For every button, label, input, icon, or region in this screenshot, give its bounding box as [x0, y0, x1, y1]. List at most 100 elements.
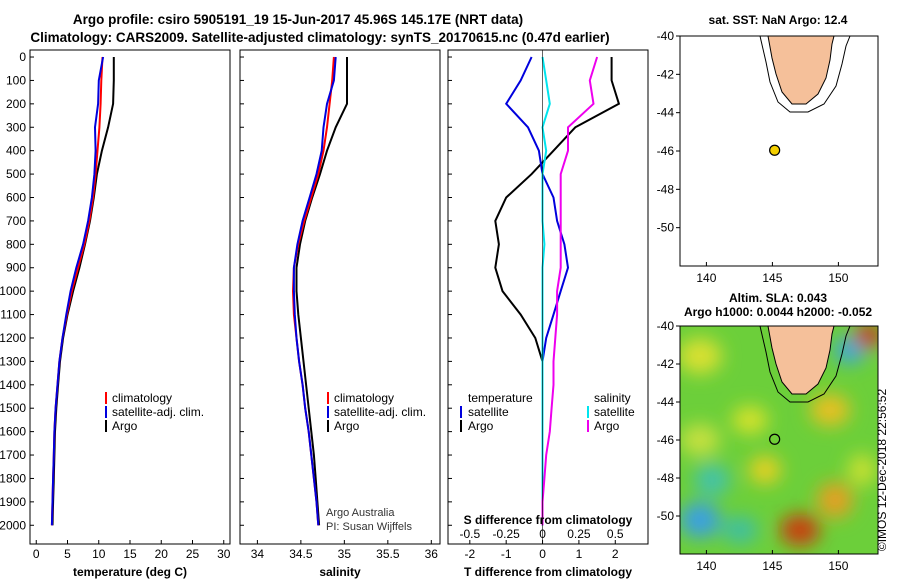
x2tick-label: 0.25 — [567, 527, 591, 541]
temperature-plot: 0 5 10 15 20 25 30 — [30, 56, 231, 561]
t-difference-xlabel: T difference from climatology — [464, 565, 632, 579]
series-line-salinity-argo — [541, 56, 599, 526]
xtick-label: 36 — [425, 547, 439, 561]
map-xtick-label: 140 — [696, 559, 716, 573]
xtick-label: 5 — [64, 547, 71, 561]
credit-line2: PI: Susan Wijffels — [326, 521, 412, 533]
xtick-label: 10 — [92, 547, 106, 561]
shelf-contour — [759, 35, 851, 113]
map-sla-title1: Altim. SLA: 0.043 — [729, 291, 827, 305]
temperature-xlabel: temperature (deg C) — [73, 565, 187, 579]
depth-tick-label: 1600 — [0, 425, 26, 439]
legend-satellite: satellite-adj. clim. — [334, 405, 426, 419]
xtick-label: 15 — [123, 547, 137, 561]
figure-title-line2: Climatology: CARS2009. Satellite-adjuste… — [30, 30, 609, 45]
temperature-legend: climatology satellite-adj. clim. Argo — [105, 391, 204, 433]
depth-tick-label: 1400 — [0, 378, 26, 392]
temperature-panel-frame — [29, 49, 231, 545]
depth-tick-label: 0 — [19, 50, 26, 64]
depth-tick-label: 1100 — [0, 308, 26, 322]
depth-tick-label: 1200 — [0, 331, 26, 345]
series-line-argo — [295, 57, 348, 526]
x2tick-label: 0 — [539, 527, 546, 541]
shelf-contour — [759, 326, 851, 403]
xtick-label: 0 — [539, 547, 546, 561]
depth-tick-label: 1300 — [0, 354, 26, 368]
xtick-label: -2 — [464, 547, 475, 561]
sst-map-axes: -40 -42 -44 -46 -48 -50 140 145 150 — [657, 29, 849, 285]
depth-tick-label: 1000 — [0, 284, 26, 298]
map-ytick-label: -40 — [657, 319, 675, 333]
salinity-legend: climatology satellite-adj. clim. Argo — [327, 391, 426, 433]
map-xtick-label: 145 — [762, 559, 782, 573]
legend-climatology: climatology — [334, 391, 394, 405]
xtick-label: 1 — [576, 547, 583, 561]
sla-map-axes: -40 -42 -44 -46 -48 -50 140 145 150 — [657, 319, 849, 573]
depth-tick-label: 2000 — [0, 518, 26, 532]
xtick-label: 35 — [338, 547, 352, 561]
map-ytick-label: -42 — [657, 357, 675, 371]
legend-climatology: climatology — [112, 391, 172, 405]
x2tick-label: -0.25 — [493, 527, 521, 541]
difference-legend: temperature satellite Argo salinity sate… — [460, 391, 635, 433]
depth-tick-label: 100 — [6, 73, 26, 87]
depth-tick-label: 900 — [6, 261, 26, 275]
map-xtick-label: 150 — [828, 559, 848, 573]
xtick-label: 20 — [155, 547, 169, 561]
map-xtick-label: 140 — [696, 271, 716, 285]
map-ytick-label: -48 — [657, 471, 675, 485]
map-ytick-label: -42 — [657, 67, 675, 81]
xtick-label: -1 — [501, 547, 512, 561]
xtick-label: 34.5 — [289, 547, 313, 561]
figure-title-line1: Argo profile: csiro 5905191_19 15-Jun-20… — [73, 12, 523, 27]
diff-legend-sal-satellite: satellite — [594, 405, 635, 419]
float-location-marker — [769, 144, 781, 156]
map-ytick-label: -50 — [657, 221, 675, 235]
xtick-label: 30 — [217, 547, 231, 561]
depth-tick-label: 200 — [6, 97, 26, 111]
x2tick-label: -0.5 — [459, 527, 480, 541]
depth-axis: 0 100 200 300 400 500 600 700 800 900 1000 1100 1200… — [0, 50, 26, 532]
depth-tick-label: 1700 — [0, 448, 26, 462]
map-sla-title2: Argo h1000: 0.0044 h2000: -0.052 — [684, 305, 872, 319]
depth-tick-label: 1500 — [0, 401, 26, 415]
series-line-satellite-adj-clim- — [50, 56, 105, 526]
xtick-label: 34 — [251, 547, 265, 561]
salinity-plot: 34 34.5 35 35.5 36 — [240, 56, 439, 561]
map-ytick-label: -44 — [657, 395, 675, 409]
sla-map: -40 -42 -44 -46 -48 -50 140 145 150 — [657, 319, 879, 573]
legend-argo: Argo — [334, 419, 360, 433]
depth-tick-label: 400 — [6, 144, 26, 158]
x2tick-label: 0.5 — [607, 527, 624, 541]
legend-argo: Argo — [112, 419, 138, 433]
depth-tick-label: 300 — [6, 120, 26, 134]
credit-line1: Argo Australia — [326, 507, 395, 519]
depth-tick-label: 1800 — [0, 471, 26, 485]
map-sst-title: sat. SST: NaN Argo: 12.4 — [709, 13, 848, 27]
map-ytick-label: -40 — [657, 29, 675, 43]
legend-satellite: satellite-adj. clim. — [112, 405, 204, 419]
salinity-xlabel: salinity — [319, 565, 361, 579]
map-ytick-label: -46 — [657, 433, 675, 447]
depth-tick-label: 1900 — [0, 495, 26, 509]
xtick-label: 2 — [612, 547, 619, 561]
difference-panel-frame — [447, 49, 649, 545]
series-line-argo — [51, 57, 115, 526]
diff-legend-sal-argo: Argo — [594, 419, 620, 433]
depth-tick-label: 500 — [6, 167, 26, 181]
map-xtick-label: 145 — [762, 271, 782, 285]
map-ytick-label: -46 — [657, 144, 675, 158]
tasmania-land — [767, 326, 835, 395]
map-xtick-label: 150 — [828, 271, 848, 285]
salinity-panel-frame — [239, 49, 441, 545]
series-line-satellite-adj-clim- — [292, 56, 337, 526]
depth-tick-label: 800 — [6, 237, 26, 251]
depth-tick-label: 600 — [6, 190, 26, 204]
map-ytick-label: -48 — [657, 182, 675, 196]
watermark: ©IMOS 12-Dec-2018 22:56:52 — [875, 389, 889, 552]
xtick-label: 35.5 — [376, 547, 400, 561]
map-ytick-label: -50 — [657, 509, 675, 523]
diff-legend-temp-satellite: satellite — [468, 405, 509, 419]
sst-map: -40 -42 -44 -46 -48 -50 140 145 150 — [657, 29, 879, 285]
